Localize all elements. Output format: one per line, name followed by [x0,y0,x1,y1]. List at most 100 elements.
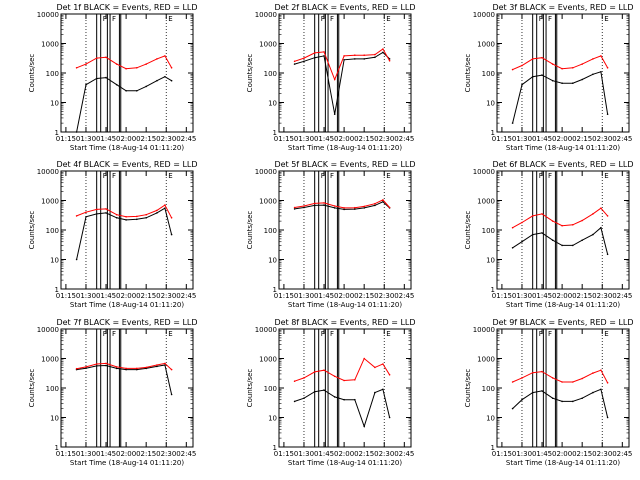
lld-data-point [105,362,107,365]
events-data-point [541,74,543,76]
lld-data-point [511,226,514,229]
lld-data-point [293,60,296,63]
plot-frame [60,170,194,290]
lld-data-point [374,53,376,56]
detector-panel: Det 1f BLACK = Events, RED = LLD F F E 1 10 10… [28,3,198,152]
events-data-point [363,207,366,209]
detector-panel: Det 9f BLACK = Events, RED = LLD F F E 1 10 10… [464,318,634,467]
plot-frame [60,328,194,448]
lld-data-point [105,56,107,59]
x-tick-label: 01:30 [294,292,314,300]
flare-marker: F [539,172,543,180]
lld-data-point [551,377,554,379]
y-tick-label: 10000 [255,168,277,176]
x-axis-label: Start Time (18-Aug-14 01:11:20) [288,459,402,467]
lld-data-point [95,208,98,211]
events-data-point [136,90,138,92]
flare-marker: E [604,15,608,23]
lld-data-point [363,357,366,360]
lld-data-point [145,63,147,65]
events-data-point [75,131,78,133]
y-tick-label: 1000 [477,198,495,206]
y-axis-label: Counts/sec [464,54,472,93]
lld-data-point [170,368,173,371]
lld-data-point [388,60,391,62]
events-data-point [105,76,107,79]
x-tick-label: 02:30 [374,292,394,300]
events-data-point [303,206,305,209]
lld-data-point [343,207,345,209]
x-tick-label: 02:00 [116,135,136,143]
lld-data-point [85,366,87,368]
lld-data-point [313,52,316,54]
x-tick-label: 02:45 [612,292,632,300]
y-tick-label: 10 [486,415,495,423]
lld-data-point [511,381,514,383]
x-tick-label: 01:15 [274,135,294,143]
x-axis-label: Start Time (18-Aug-14 01:11:20) [70,301,184,309]
y-axis-label: Counts/sec [28,54,36,93]
flare-marker: F [548,172,552,180]
x-tick-label: 02:15 [136,292,156,300]
x-tick-label: 02:45 [176,135,196,143]
y-tick-label: 10 [268,415,277,423]
x-tick-label: 01:15 [56,450,76,458]
lld-data-point [581,377,583,380]
lld-data-point [572,381,574,383]
y-tick-label: 100 [46,385,59,393]
lld-data-point [592,372,594,374]
lld-data-point [541,213,543,215]
lld-data-point [374,202,376,205]
x-tick-label: 02:30 [156,292,176,300]
lld-data-point [136,215,138,218]
x-tick-label: 02:30 [592,292,612,300]
lld-series-line [512,55,609,71]
y-tick-label: 100 [482,385,495,393]
lld-data-point [592,213,594,215]
lld-data-point [156,58,158,60]
lld-data-point [531,58,534,60]
y-tick-label: 1 [55,444,59,452]
y-tick-label: 10 [50,257,59,265]
y-tick-label: 100 [264,227,277,235]
lld-data-point [374,366,376,369]
y-tick-label: 1000 [259,356,277,364]
flare-marker: F [321,172,325,180]
plot-frame [278,13,412,133]
events-data-point [125,219,127,221]
events-data-point [145,85,147,88]
events-data-point [541,390,543,392]
y-tick-label: 1 [491,444,495,452]
x-tick-label: 02:00 [334,450,354,458]
events-data-point [531,233,534,236]
plot-frame [278,328,412,448]
lld-data-point [551,63,554,65]
lld-data-point [303,377,305,379]
events-series-line [512,388,609,418]
x-tick-label: 01:45 [96,450,116,458]
events-data-point [511,122,514,124]
x-tick-label: 02:00 [552,450,572,458]
events-data-point [85,216,87,218]
x-tick-label: 01:30 [294,135,314,143]
y-tick-label: 10 [268,257,277,265]
events-data-point [136,218,138,221]
events-data-point [293,208,296,210]
lld-data-point [363,205,366,208]
y-axis-label: Counts/sec [246,369,254,408]
lld-data-point [363,54,366,56]
flare-marker: E [386,172,390,180]
x-tick-label: 02:15 [572,135,592,143]
flare-marker: F [112,15,116,23]
y-axis-label: Counts/sec [246,211,254,250]
lld-data-point [323,51,325,53]
x-tick-label: 01:30 [76,450,96,458]
lld-data-point [541,370,543,373]
events-data-point [164,207,166,209]
events-data-point [75,258,78,261]
y-tick-label: 1000 [259,198,277,206]
x-axis-label: Start Time (18-Aug-14 01:11:20) [70,459,184,467]
y-tick-label: 1000 [41,198,59,206]
events-data-point [125,368,127,371]
lld-data-point [388,206,391,209]
